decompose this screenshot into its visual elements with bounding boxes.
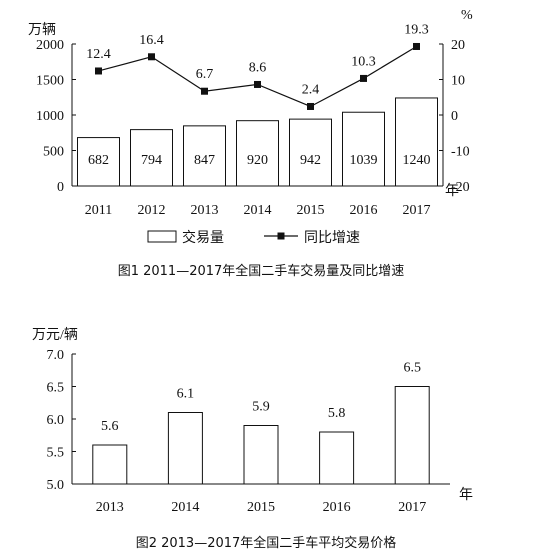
chart1-left-tick-label: 2000 [36, 38, 64, 53]
chart1-line-label: 2.4 [302, 82, 320, 97]
chart1-right-tick-label: 10 [451, 74, 465, 89]
chart1-line-point [95, 67, 102, 75]
chart1-right-axis-unit: % [461, 8, 473, 23]
chart1-bar-label: 794 [141, 153, 162, 168]
chart1-line-label: 12.4 [86, 47, 111, 62]
chart1-line-point [307, 102, 314, 110]
chart2-bar [394, 386, 430, 485]
chart1-bar [77, 137, 120, 187]
legend-bar-swatch [147, 230, 177, 243]
chart1-bar [183, 125, 226, 187]
chart2-y-tick-label: 5.5 [47, 446, 65, 461]
chart1-bar [395, 97, 438, 187]
chart1-line-label: 6.7 [196, 67, 214, 82]
chart1-bar-label: 1240 [403, 153, 431, 168]
chart1-right-tick-label: -10 [451, 145, 470, 160]
chart2-x-tick-label: 2016 [323, 500, 351, 515]
chart1-bar-label: 920 [247, 153, 268, 168]
chart2-x-axis-unit: 年 [459, 487, 473, 503]
chart2-y-axis-unit: 万元/辆 [32, 327, 78, 343]
chart2-bar [243, 425, 279, 485]
chart2-title: 图2 2013—2017年全国二手车平均交易价格 [136, 535, 397, 551]
chart2-x-tick-label: 2014 [171, 500, 199, 515]
chart1-line-label: 19.3 [404, 22, 429, 37]
legend-line-label: 同比增速 [304, 230, 360, 246]
chart1-bar [130, 129, 173, 187]
chart1-left-tick-label: 0 [57, 180, 64, 195]
chart1-x-tick-label: 2015 [297, 203, 325, 218]
chart1-bar [289, 118, 332, 187]
chart1-x-tick-label: 2016 [350, 203, 378, 218]
chart1-line-point [254, 80, 261, 88]
chart2-y-tick-label: 6.0 [47, 413, 65, 428]
chart2-bar [167, 412, 203, 485]
chart1-right-tick-label: 20 [451, 38, 465, 53]
chart1-bar [236, 120, 279, 187]
chart2-bar [92, 444, 128, 485]
legend-bar-label: 交易量 [182, 229, 224, 246]
chart1-line-point [148, 53, 155, 61]
chart2-x-tick-label: 2015 [247, 500, 275, 515]
chart1-line-label: 8.6 [249, 60, 267, 75]
chart2-y-tick-label: 5.0 [47, 478, 65, 493]
chart1-left-axis-unit: 万辆 [28, 22, 56, 38]
chart2-bar-label: 5.6 [101, 419, 119, 434]
chart1-bar-label: 847 [194, 153, 215, 168]
chart1-line-label: 10.3 [351, 54, 376, 69]
chart2-y-tick-label: 7.0 [47, 348, 65, 363]
chart1-x-tick-label: 2017 [403, 203, 431, 218]
chart2-y-tick-label: 6.5 [47, 381, 65, 396]
chart1-left-tick-label: 1500 [36, 74, 64, 89]
chart2-bar [319, 431, 355, 485]
legend-line-marker [277, 232, 285, 240]
chart1-line-point [201, 87, 208, 95]
chart1-x-tick-label: 2013 [191, 203, 219, 218]
chart1-x-tick-label: 2014 [244, 203, 272, 218]
chart1-bar [342, 111, 385, 187]
chart2-bar-label: 5.9 [252, 400, 270, 415]
chart2-bar-label: 5.8 [328, 406, 346, 421]
chart1-x-tick-label: 2012 [138, 203, 166, 218]
chart1-line-point [413, 42, 420, 50]
chart2-bar-label: 6.5 [403, 361, 421, 376]
chart1-bar-label: 942 [300, 153, 321, 168]
chart1-x-tick-label: 2011 [85, 203, 112, 218]
chart1-bar-label: 682 [88, 153, 109, 168]
chart1-right-tick-label: -20 [451, 180, 470, 195]
chart1-x-axis-unit: 年 [445, 183, 459, 199]
chart1-bar-label: 1039 [350, 153, 378, 168]
chart1-left-tick-label: 1000 [36, 109, 64, 124]
chart2-x-tick-label: 2017 [398, 500, 426, 515]
chart1-line-point [360, 74, 367, 82]
chart1-left-tick-label: 500 [43, 145, 64, 160]
chart1-right-tick-label: 0 [451, 109, 458, 124]
chart1-title: 图1 2011—2017年全国二手车交易量及同比增速 [118, 263, 405, 279]
chart2-bar-label: 6.1 [177, 387, 195, 402]
chart1-line-label: 16.4 [139, 33, 164, 48]
chart2-x-tick-label: 2013 [96, 500, 124, 515]
